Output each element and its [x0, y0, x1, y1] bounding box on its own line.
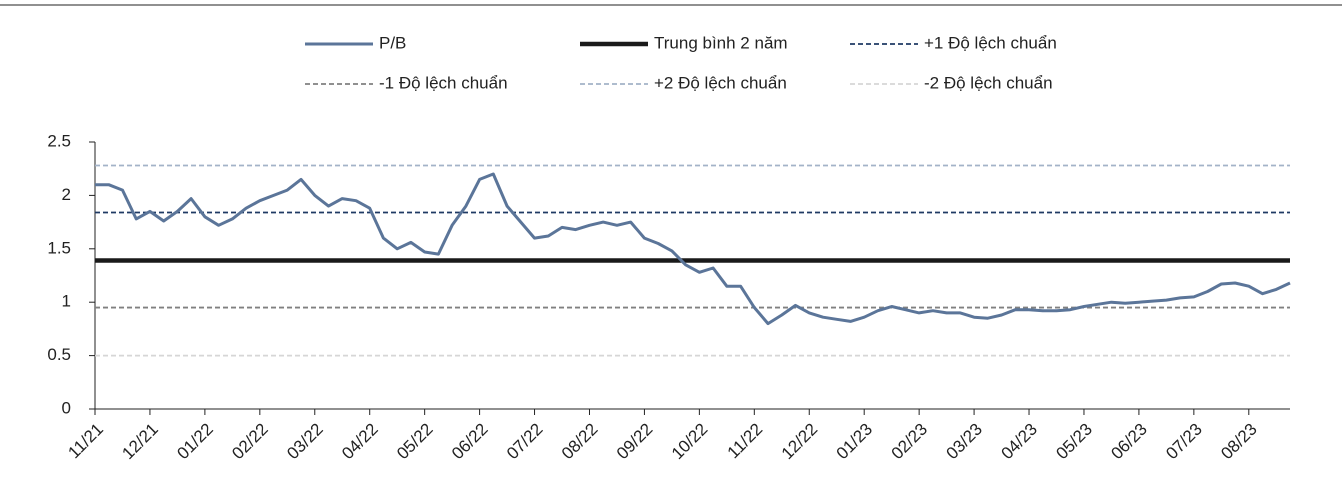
x-tick-label: 01/23 — [833, 420, 877, 464]
legend-label: -2 Độ lệch chuẩn — [924, 73, 1053, 92]
y-tick-label: 1.5 — [47, 238, 71, 257]
y-tick-label: 1 — [62, 292, 71, 311]
series-line — [95, 172, 1291, 326]
x-tick-label: 11/22 — [724, 420, 767, 463]
x-tick-label: 05/23 — [1052, 420, 1096, 464]
legend-label: Trung bình 2 năm — [654, 33, 788, 52]
x-tick-label: 03/23 — [943, 420, 987, 464]
x-tick-label: 08/23 — [1217, 420, 1261, 464]
x-tick-label: 09/22 — [613, 420, 657, 464]
y-tick-label: 2 — [62, 185, 71, 204]
x-tick-label: 06/22 — [448, 420, 492, 464]
y-tick-label: 2.5 — [47, 131, 71, 150]
x-tick-label: 08/22 — [558, 420, 602, 464]
legend-label: +1 Độ lệch chuẩn — [924, 33, 1057, 52]
x-tick-label: 01/22 — [173, 420, 217, 464]
x-tick-label: 07/22 — [503, 420, 547, 464]
x-tick-label: 11/21 — [64, 420, 107, 463]
x-tick-label: 07/23 — [1162, 420, 1206, 464]
x-tick-label: 12/21 — [118, 420, 162, 464]
x-tick-label: 10/22 — [668, 420, 712, 464]
x-tick-label: 05/22 — [393, 420, 437, 464]
x-tick-label: 12/22 — [778, 420, 822, 464]
x-tick-label: 02/22 — [228, 420, 272, 464]
legend-label: P/B — [379, 33, 406, 52]
x-tick-label: 03/22 — [283, 420, 327, 464]
y-tick-label: 0 — [62, 398, 71, 417]
x-tick-label: 06/23 — [1107, 420, 1151, 464]
x-tick-label: 04/23 — [998, 420, 1042, 464]
y-tick-label: 0.5 — [47, 345, 71, 364]
legend-label: -1 Độ lệch chuẩn — [379, 73, 508, 92]
legend-label: +2 Độ lệch chuẩn — [654, 73, 787, 92]
x-tick-label: 04/22 — [338, 420, 382, 464]
x-tick-label: 02/23 — [888, 420, 932, 464]
